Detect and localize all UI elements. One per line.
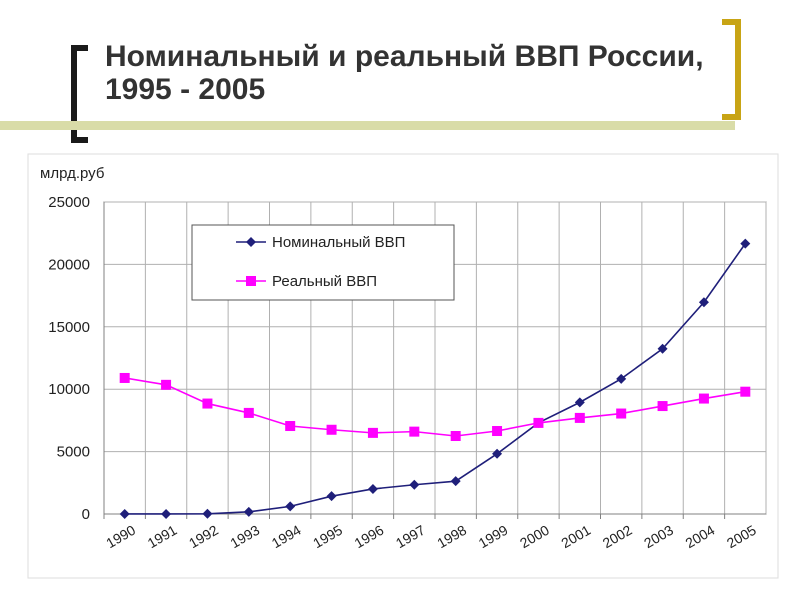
data-point-square bbox=[698, 393, 709, 404]
data-point-diamond bbox=[657, 343, 668, 354]
data-point-diamond bbox=[740, 238, 751, 249]
data-point-square bbox=[409, 426, 420, 437]
data-point-square bbox=[740, 386, 751, 397]
x-tick-label: 1992 bbox=[186, 522, 221, 552]
series-line bbox=[124, 243, 746, 515]
data-point-square bbox=[367, 427, 378, 438]
data-point-diamond bbox=[326, 491, 337, 502]
data-point-diamond bbox=[285, 501, 296, 512]
data-point-square bbox=[285, 421, 296, 432]
chart-frame bbox=[27, 153, 779, 579]
x-tick-label: 1990 bbox=[103, 522, 138, 552]
data-point-diamond bbox=[243, 506, 254, 517]
legend-entry-label: Реальный ВВП bbox=[272, 273, 377, 290]
legend-marker-diamond bbox=[246, 237, 256, 247]
data-point-diamond bbox=[450, 476, 461, 487]
x-tick-label: 1996 bbox=[351, 522, 386, 552]
data-point-square bbox=[243, 407, 254, 418]
data-point-diamond bbox=[492, 448, 503, 459]
slide-title: Номинальный и реальный ВВП России, 1995 … bbox=[105, 40, 704, 106]
data-point-square bbox=[202, 398, 213, 409]
x-tick-label: 1991 bbox=[145, 522, 180, 552]
data-point-square bbox=[616, 408, 627, 419]
x-tick-label: 1997 bbox=[393, 522, 428, 552]
data-point-square bbox=[533, 417, 544, 428]
x-tick-label: 2004 bbox=[682, 522, 717, 552]
data-point-diamond bbox=[367, 483, 378, 494]
y-tick-label: 10000 bbox=[48, 381, 90, 398]
x-tick-label: 2001 bbox=[558, 522, 593, 552]
y-tick-label: 20000 bbox=[48, 256, 90, 273]
y-tick-label: 0 bbox=[82, 506, 90, 523]
data-point-diamond bbox=[202, 508, 213, 519]
data-point-diamond bbox=[574, 397, 585, 408]
legend-marker-square bbox=[246, 276, 256, 286]
x-tick-label: 2000 bbox=[517, 522, 552, 552]
x-tick-label: 1994 bbox=[269, 522, 304, 552]
data-point-diamond bbox=[161, 508, 172, 519]
y-tick-label: 15000 bbox=[48, 319, 90, 336]
x-tick-label: 1993 bbox=[227, 522, 262, 552]
x-tick-label: 1998 bbox=[434, 522, 469, 552]
data-point-square bbox=[657, 401, 668, 412]
x-tick-label: 1995 bbox=[310, 522, 345, 552]
y-axis-label: млрд.руб bbox=[40, 165, 104, 182]
data-point-diamond bbox=[616, 373, 627, 384]
data-point-square bbox=[119, 372, 130, 383]
data-point-diamond bbox=[119, 508, 130, 519]
x-tick-label: 2003 bbox=[641, 522, 676, 552]
series-line bbox=[124, 377, 746, 437]
data-point-diamond bbox=[698, 297, 709, 308]
x-tick-label: 2005 bbox=[724, 522, 759, 552]
data-point-square bbox=[161, 379, 172, 390]
y-tick-label: 25000 bbox=[48, 194, 90, 211]
data-point-square bbox=[574, 412, 585, 423]
legend-entry-label: Номинальный ВВП bbox=[272, 234, 405, 251]
data-point-square bbox=[492, 426, 503, 437]
data-point-diamond bbox=[409, 479, 420, 490]
y-tick-label: 5000 bbox=[57, 444, 90, 461]
data-point-square bbox=[450, 431, 461, 441]
x-tick-label: 2002 bbox=[600, 522, 635, 552]
legend-box bbox=[191, 224, 455, 301]
data-point-square bbox=[326, 424, 337, 435]
x-tick-label: 1999 bbox=[476, 522, 511, 552]
